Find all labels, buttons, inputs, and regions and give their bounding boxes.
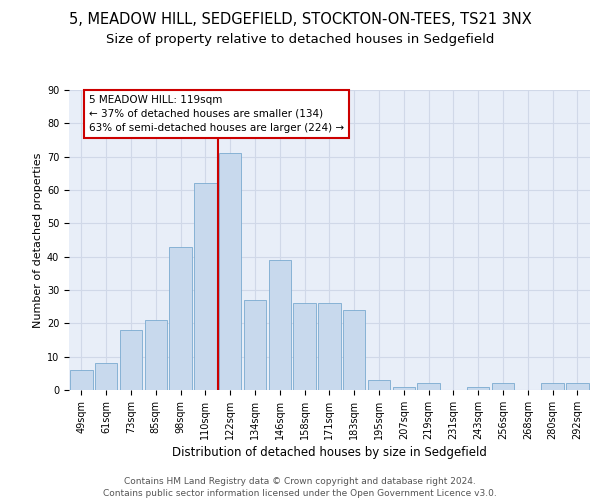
Text: Size of property relative to detached houses in Sedgefield: Size of property relative to detached ho… [106,32,494,46]
Bar [566,384,589,390]
Text: Contains HM Land Registry data © Crown copyright and database right 2024.
Contai: Contains HM Land Registry data © Crown c… [103,476,497,498]
X-axis label: Distribution of detached houses by size in Sedgefield: Distribution of detached houses by size … [172,446,487,459]
Bar [95,364,118,390]
Text: 5 MEADOW HILL: 119sqm
← 37% of detached houses are smaller (134)
63% of semi-det: 5 MEADOW HILL: 119sqm ← 37% of detached … [89,95,344,133]
Text: 5, MEADOW HILL, SEDGEFIELD, STOCKTON-ON-TEES, TS21 3NX: 5, MEADOW HILL, SEDGEFIELD, STOCKTON-ON-… [68,12,532,28]
Bar [269,260,291,390]
Bar [244,300,266,390]
Bar [368,380,390,390]
Bar [194,184,217,390]
Bar [293,304,316,390]
Bar [392,386,415,390]
Bar [318,304,341,390]
Bar [120,330,142,390]
Bar [343,310,365,390]
Bar [418,384,440,390]
Y-axis label: Number of detached properties: Number of detached properties [33,152,43,328]
Bar [145,320,167,390]
Bar [467,386,490,390]
Bar [219,154,241,390]
Bar [70,370,92,390]
Bar [541,384,564,390]
Bar [169,246,192,390]
Bar [492,384,514,390]
